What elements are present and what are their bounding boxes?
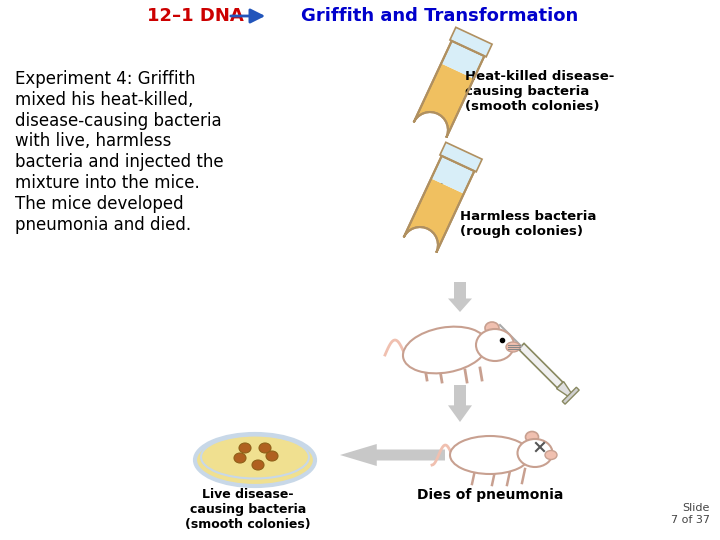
- Text: Dies of pneumonia: Dies of pneumonia: [417, 488, 563, 502]
- Polygon shape: [450, 28, 492, 57]
- Ellipse shape: [506, 342, 520, 352]
- Text: 12–1 DNA: 12–1 DNA: [147, 7, 243, 25]
- Text: Harmless bacteria
(rough colonies): Harmless bacteria (rough colonies): [460, 210, 596, 238]
- Ellipse shape: [266, 451, 278, 461]
- Polygon shape: [440, 143, 482, 172]
- Text: Live disease-
causing bacteria
(smooth colonies): Live disease- causing bacteria (smooth c…: [185, 488, 311, 531]
- Polygon shape: [557, 382, 572, 397]
- Text: +: +: [430, 160, 456, 190]
- Polygon shape: [448, 282, 472, 312]
- Ellipse shape: [450, 436, 530, 474]
- Ellipse shape: [485, 322, 499, 334]
- Polygon shape: [518, 343, 563, 388]
- Ellipse shape: [518, 439, 552, 467]
- Polygon shape: [441, 41, 485, 79]
- Ellipse shape: [259, 443, 271, 453]
- Ellipse shape: [252, 460, 264, 470]
- Ellipse shape: [403, 327, 487, 373]
- Text: Experiment 4: Griffith
mixed his heat-killed,
disease-causing bacteria
with live: Experiment 4: Griffith mixed his heat-ki…: [15, 70, 224, 234]
- Ellipse shape: [234, 453, 246, 463]
- Ellipse shape: [545, 450, 557, 460]
- Ellipse shape: [526, 431, 539, 442]
- Text: Slide
7 of 37: Slide 7 of 37: [671, 503, 710, 525]
- Text: Griffith and Transformation: Griffith and Transformation: [302, 7, 579, 25]
- Polygon shape: [404, 179, 464, 253]
- Polygon shape: [414, 64, 474, 138]
- Polygon shape: [431, 156, 474, 194]
- Text: Heat-killed disease-
causing bacteria
(smooth colonies): Heat-killed disease- causing bacteria (s…: [465, 70, 614, 113]
- Ellipse shape: [239, 443, 251, 453]
- Polygon shape: [521, 346, 555, 380]
- Ellipse shape: [476, 329, 514, 361]
- Ellipse shape: [195, 434, 315, 486]
- Polygon shape: [340, 444, 445, 466]
- Polygon shape: [562, 387, 579, 404]
- Polygon shape: [448, 385, 472, 422]
